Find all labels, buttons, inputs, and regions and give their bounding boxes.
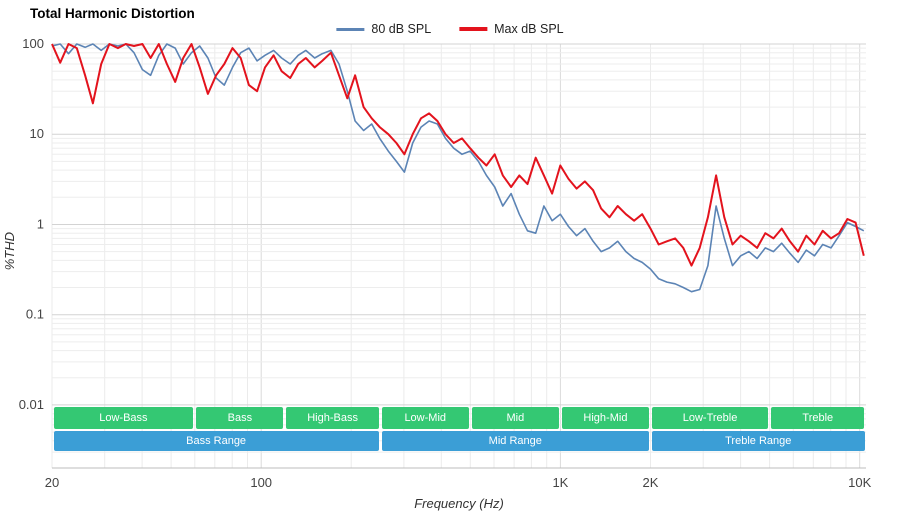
legend-label-max-db-spl: Max dB SPL [494,22,564,36]
band-button-low-treble[interactable]: Low-Treble [652,407,769,429]
legend-swatch-max-db-spl [459,27,488,31]
y-tick-1: 1 [37,217,44,232]
series-line-80-db-spl [51,43,865,293]
band-button-high-bass[interactable]: High-Bass [286,407,379,429]
x-tick-2K: 2K [643,475,659,490]
y-tick-10: 10 [30,126,44,141]
band-button-high-mid[interactable]: High-Mid [561,407,649,429]
band-button-bass-range[interactable]: Bass Range [53,431,379,451]
y-tick-100: 100 [22,36,44,51]
series-line-max-db-spl [51,43,865,267]
legend-item-80-db-spl[interactable]: 80 dB SPL [336,22,431,36]
band-button-mid[interactable]: Mid [471,407,559,429]
y-axis-label: %THD [2,232,17,271]
legend-label-80-db-spl: 80 dB SPL [371,22,432,36]
x-tick-10K: 10K [848,475,871,490]
band-button-treble-range[interactable]: Treble Range [652,431,865,451]
x-tick-20: 20 [45,475,59,490]
band-button-low-mid[interactable]: Low-Mid [381,407,469,429]
y-tick-0.1: 0.1 [26,307,44,322]
chart-title: Total Harmonic Distortion [30,6,195,21]
x-tick-1K: 1K [552,475,568,490]
band-button-low-bass[interactable]: Low-Bass [53,407,194,429]
legend-item-max-db-spl[interactable]: Max dB SPL [459,22,564,36]
legend: 80 dB SPL Max dB SPL [336,22,564,36]
y-tick-0.01: 0.01 [19,397,44,412]
x-tick-100: 100 [250,475,272,490]
band-button-bass[interactable]: Bass [196,407,284,429]
band-button-mid-range[interactable]: Mid Range [381,431,649,451]
x-axis-label: Frequency (Hz) [414,496,504,511]
legend-swatch-80-db-spl [336,27,365,31]
band-button-treble[interactable]: Treble [771,407,865,429]
